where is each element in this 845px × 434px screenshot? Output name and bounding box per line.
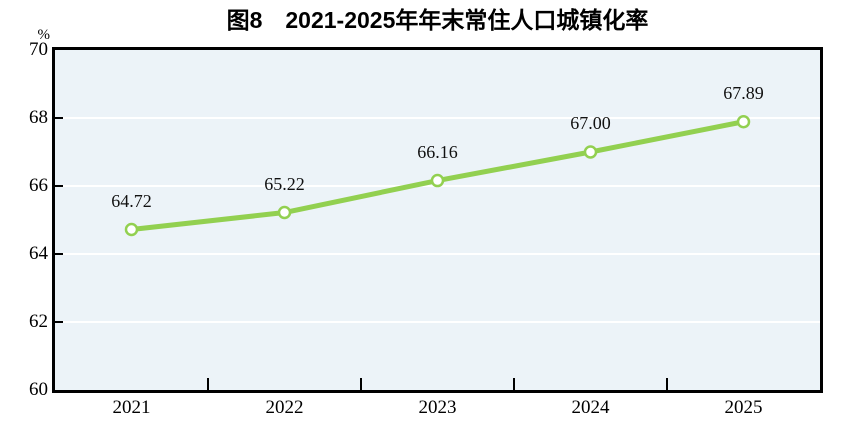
- data-point-marker: [736, 114, 751, 129]
- data-point-marker: [430, 173, 445, 188]
- x-tick-label: 2021: [112, 397, 151, 418]
- y-tick-label: 70: [29, 39, 48, 60]
- x-tick-mark: [207, 378, 209, 390]
- gridline: [55, 253, 820, 255]
- line-series-svg: [124, 114, 751, 237]
- x-tick-label: 2025: [724, 397, 763, 418]
- y-tick-label: 68: [29, 107, 48, 128]
- x-tick-mark: [513, 378, 515, 390]
- data-point-marker: [277, 205, 292, 220]
- data-point-marker: [583, 145, 598, 159]
- y-tick-mark: [55, 185, 63, 187]
- data-point-label: 65.22: [264, 173, 305, 194]
- x-tick-mark: [666, 378, 668, 390]
- x-tick-label: 2023: [418, 397, 457, 418]
- data-point-marker: [124, 222, 139, 237]
- y-tick-label: 64: [29, 243, 48, 264]
- x-tick-label: 2024: [571, 397, 610, 418]
- x-tick-label: 2022: [265, 397, 304, 418]
- plot-area: [55, 50, 820, 390]
- chart-title: 图8 2021-2025年年末常住人口城镇化率: [226, 7, 649, 33]
- y-axis-unit-label: %: [37, 27, 51, 43]
- x-tick-mark: [360, 378, 362, 390]
- plot-frame: [52, 47, 823, 393]
- y-tick-label: 60: [29, 379, 48, 400]
- data-point-label: 67.00: [570, 113, 611, 133]
- data-point-label: 67.89: [723, 82, 764, 103]
- data-point-label: 66.16: [417, 141, 458, 162]
- y-tick-mark: [55, 117, 63, 119]
- gridline: [55, 117, 820, 119]
- data-point-label: 64.72: [111, 190, 152, 211]
- gridline: [55, 321, 820, 323]
- y-tick-label: 62: [29, 311, 48, 332]
- y-tick-label: 66: [29, 175, 48, 196]
- y-tick-mark: [55, 321, 63, 323]
- y-tick-mark: [55, 253, 63, 255]
